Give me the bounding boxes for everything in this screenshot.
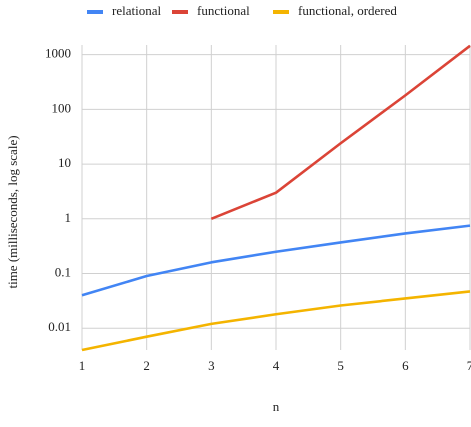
x-axis-title: n: [273, 399, 280, 414]
legend-label: relational: [112, 3, 161, 18]
x-tick-label: 4: [273, 358, 280, 373]
legend-swatch: [273, 10, 289, 14]
series-line-functional: [210, 44, 471, 220]
legend-swatch: [87, 10, 103, 14]
y-axis-title: time (milliseconds, log scale): [5, 135, 20, 288]
y-tick-label: 100: [52, 100, 72, 115]
legend-label: functional: [197, 3, 250, 18]
series-line-functional-ordered: [81, 290, 471, 352]
y-tick-label: 10: [58, 155, 71, 170]
x-tick-label: 5: [337, 358, 344, 373]
legend-label: functional, ordered: [298, 3, 397, 18]
x-tick-label: 1: [79, 358, 86, 373]
y-axis-ticks: 0.01 0.1 1 10 100 1000: [45, 46, 71, 335]
y-tick-label: 0.1: [55, 264, 71, 279]
series-line-relational: [81, 224, 471, 297]
x-tick-label: 3: [208, 358, 215, 373]
y-tick-label: 0.01: [48, 319, 71, 334]
series-layer: [81, 44, 471, 352]
legend-swatch: [172, 10, 188, 14]
x-tick-label: 7: [467, 358, 471, 373]
x-axis-ticks: 1 2 3 4 5 6 7: [79, 358, 471, 373]
y-tick-label: 1000: [45, 46, 71, 61]
legend: relational functional functional, ordered: [87, 3, 397, 18]
y-tick-label: 1: [65, 210, 72, 225]
x-tick-label: 6: [402, 358, 409, 373]
x-tick-label: 2: [143, 358, 150, 373]
